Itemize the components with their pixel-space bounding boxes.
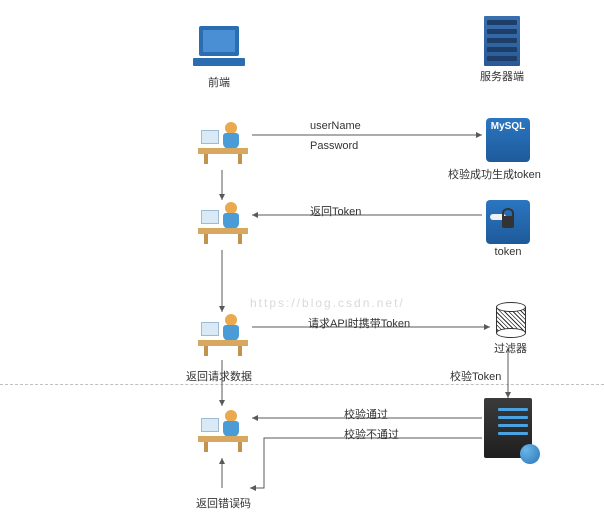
node-mysql: MySQL — [486, 118, 530, 162]
workstation-icon — [198, 406, 248, 452]
workstation-4 — [198, 406, 248, 452]
arrow-a9 — [250, 438, 482, 488]
token-label: token — [495, 246, 522, 258]
arrow-label: 请求API时携带Token — [308, 315, 410, 331]
mysql-below-label: 校验成功生成token — [448, 166, 541, 182]
diagram-canvas: https://blog.csdn.net/ 前端 服务器端 — [0, 0, 604, 517]
crt-monitor-icon — [195, 24, 243, 72]
dashed-separator — [0, 384, 604, 385]
arrow-label: 返回Token — [310, 203, 361, 219]
node-server-top: 服务器端 — [480, 16, 524, 84]
workstation-1 — [198, 118, 248, 164]
arrow-label: 校验Token — [450, 368, 501, 384]
mysql-title: MySQL — [491, 121, 525, 132]
node-bigserver — [484, 398, 532, 458]
arrow-label: 校验通过 — [344, 406, 388, 422]
node-token: token — [486, 200, 530, 258]
workstation-icon — [198, 310, 248, 356]
server-rack-icon — [484, 16, 520, 66]
workstation-3 — [198, 310, 248, 356]
watermark-text: https://blog.csdn.net/ — [250, 296, 405, 310]
token-lock-icon — [486, 200, 530, 244]
arrow-label: userName — [310, 120, 361, 132]
workstation-icon — [198, 118, 248, 164]
frontend-label: 前端 — [208, 74, 230, 90]
node-filter: 过滤器 — [494, 302, 527, 356]
node-frontend: 前端 — [195, 24, 243, 90]
workstation-2 — [198, 198, 248, 244]
arrow-label: 返回错误码 — [196, 495, 251, 511]
arrow-label: 返回请求数据 — [186, 368, 252, 384]
big-server-icon — [484, 398, 532, 458]
mysql-icon: MySQL — [486, 118, 530, 162]
workstation-icon — [198, 198, 248, 244]
filter-label: 过滤器 — [494, 340, 527, 356]
arrow-label: Password — [310, 140, 358, 152]
server-top-label: 服务器端 — [480, 68, 524, 84]
arrow-label: 校验不通过 — [344, 426, 399, 442]
filter-icon — [496, 302, 526, 338]
